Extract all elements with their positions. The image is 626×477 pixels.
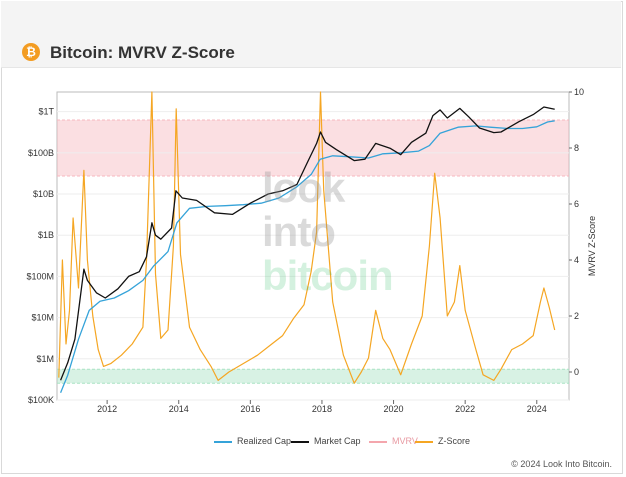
legend-swatch bbox=[214, 440, 232, 443]
market-cap-line bbox=[59, 106, 555, 381]
y-left-tick-label: $1M bbox=[36, 354, 54, 364]
legend-swatch bbox=[369, 440, 387, 443]
chart-legend: Realized Cap Market Cap MVRV Z-Score bbox=[0, 433, 626, 449]
legend-label: Market Cap bbox=[314, 436, 361, 446]
legend-swatch bbox=[291, 440, 309, 443]
y-right-tick-label: 10 bbox=[574, 87, 584, 97]
y-right-tick-label: 6 bbox=[574, 199, 579, 209]
y-left-tick-label: $10B bbox=[33, 189, 54, 199]
chart-title: Bitcoin: MVRV Z-Score bbox=[50, 43, 235, 62]
x-tick-label: 2024 bbox=[527, 404, 547, 414]
legend-item[interactable]: Realized Cap bbox=[214, 433, 291, 449]
legend-item[interactable]: MVRV bbox=[369, 433, 418, 449]
x-tick-label: 2018 bbox=[312, 404, 332, 414]
watermark-into: into bbox=[262, 208, 336, 255]
y-left-tick-label: $100K bbox=[28, 395, 54, 405]
y-left-tick-label: $1T bbox=[38, 107, 54, 117]
y-left-tick-label: $100M bbox=[26, 271, 54, 281]
watermark-look: look bbox=[262, 164, 345, 211]
x-tick-label: 2012 bbox=[97, 404, 117, 414]
x-tick-label: 2014 bbox=[169, 404, 189, 414]
y-right-tick-label: 0 bbox=[574, 367, 579, 377]
bitcoin-logo-icon: ₿ bbox=[22, 43, 40, 61]
watermark-bitcoin: bitcoin bbox=[262, 252, 394, 299]
x-tick-label: 2020 bbox=[384, 404, 404, 414]
undervalued-zone bbox=[57, 369, 569, 384]
x-tick-label: 2022 bbox=[455, 404, 475, 414]
copyright-text: © 2024 Look Into Bitcoin. bbox=[511, 459, 612, 469]
y-left-tick-label: $10M bbox=[31, 313, 54, 323]
legend-item[interactable]: Z-Score bbox=[415, 433, 470, 449]
z-score-line bbox=[58, 91, 556, 384]
y-right-tick-label: 8 bbox=[574, 143, 579, 153]
plot-area bbox=[56, 91, 570, 401]
y-left-tick-label: $1B bbox=[38, 230, 54, 240]
legend-label: MVRV bbox=[392, 436, 418, 446]
x-tick-label: 2016 bbox=[240, 404, 260, 414]
y-right-tick-label: 4 bbox=[574, 255, 579, 265]
y-right-axis-label: MVRV Z-Score bbox=[587, 216, 597, 276]
legend-label: Z-Score bbox=[438, 436, 471, 446]
legend-item[interactable]: Market Cap bbox=[291, 433, 361, 449]
legend-swatch bbox=[415, 440, 433, 443]
y-right-tick-label: 2 bbox=[574, 311, 579, 321]
legend-label: Realized Cap bbox=[237, 436, 292, 446]
y-left-tick-label: $100B bbox=[28, 148, 54, 158]
chart-header: ₿ Bitcoin: MVRV Z-Score bbox=[1, 1, 621, 68]
